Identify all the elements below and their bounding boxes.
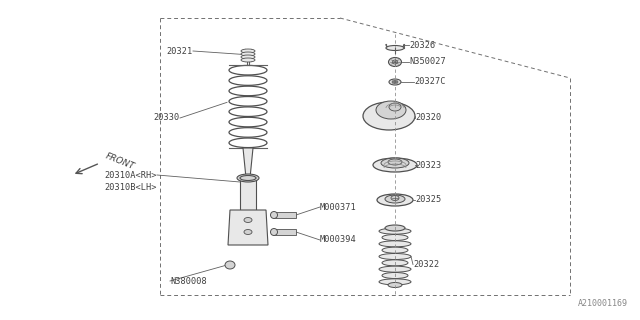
Text: 20322: 20322 <box>413 260 439 269</box>
Ellipse shape <box>388 283 402 287</box>
Ellipse shape <box>379 228 411 234</box>
Ellipse shape <box>382 260 408 266</box>
Ellipse shape <box>382 247 408 253</box>
Text: A210001169: A210001169 <box>578 299 628 308</box>
Ellipse shape <box>382 273 408 278</box>
Text: 20320: 20320 <box>415 114 441 123</box>
Ellipse shape <box>271 212 278 219</box>
Ellipse shape <box>388 159 402 165</box>
Polygon shape <box>274 212 296 218</box>
Ellipse shape <box>271 228 278 236</box>
Text: 20327C: 20327C <box>414 77 445 86</box>
Ellipse shape <box>389 103 401 111</box>
Polygon shape <box>228 210 268 245</box>
Ellipse shape <box>379 253 411 260</box>
Ellipse shape <box>237 174 259 182</box>
Ellipse shape <box>379 241 411 247</box>
Ellipse shape <box>241 52 255 56</box>
Ellipse shape <box>376 101 406 119</box>
Text: 20323: 20323 <box>415 161 441 170</box>
Polygon shape <box>274 229 296 235</box>
Ellipse shape <box>391 196 399 201</box>
Ellipse shape <box>385 225 405 231</box>
Text: 20330: 20330 <box>154 114 180 123</box>
Ellipse shape <box>379 279 411 285</box>
Text: 20310A<RH>: 20310A<RH> <box>104 171 157 180</box>
Ellipse shape <box>388 58 401 67</box>
Text: N350027: N350027 <box>409 58 445 67</box>
Polygon shape <box>243 148 253 178</box>
Ellipse shape <box>392 60 397 64</box>
Ellipse shape <box>389 79 401 85</box>
Text: FRONT: FRONT <box>104 151 136 171</box>
Text: 20310B<LH>: 20310B<LH> <box>104 182 157 191</box>
Ellipse shape <box>377 194 413 206</box>
Text: M000394: M000394 <box>320 236 356 244</box>
Polygon shape <box>240 178 256 235</box>
Ellipse shape <box>240 175 256 180</box>
Ellipse shape <box>241 55 255 59</box>
Ellipse shape <box>244 229 252 235</box>
Text: N380008: N380008 <box>170 276 207 285</box>
Ellipse shape <box>241 58 255 62</box>
Ellipse shape <box>392 81 397 84</box>
Ellipse shape <box>225 261 235 269</box>
Text: M000371: M000371 <box>320 203 356 212</box>
Ellipse shape <box>381 158 409 168</box>
Ellipse shape <box>385 195 405 203</box>
Ellipse shape <box>386 45 404 51</box>
Text: 20325: 20325 <box>415 196 441 204</box>
Ellipse shape <box>382 235 408 241</box>
Ellipse shape <box>244 218 252 222</box>
Ellipse shape <box>241 49 255 53</box>
Ellipse shape <box>363 102 415 130</box>
Ellipse shape <box>379 266 411 272</box>
Text: 20321: 20321 <box>167 46 193 55</box>
Text: 20326: 20326 <box>409 41 435 50</box>
Ellipse shape <box>373 158 417 172</box>
